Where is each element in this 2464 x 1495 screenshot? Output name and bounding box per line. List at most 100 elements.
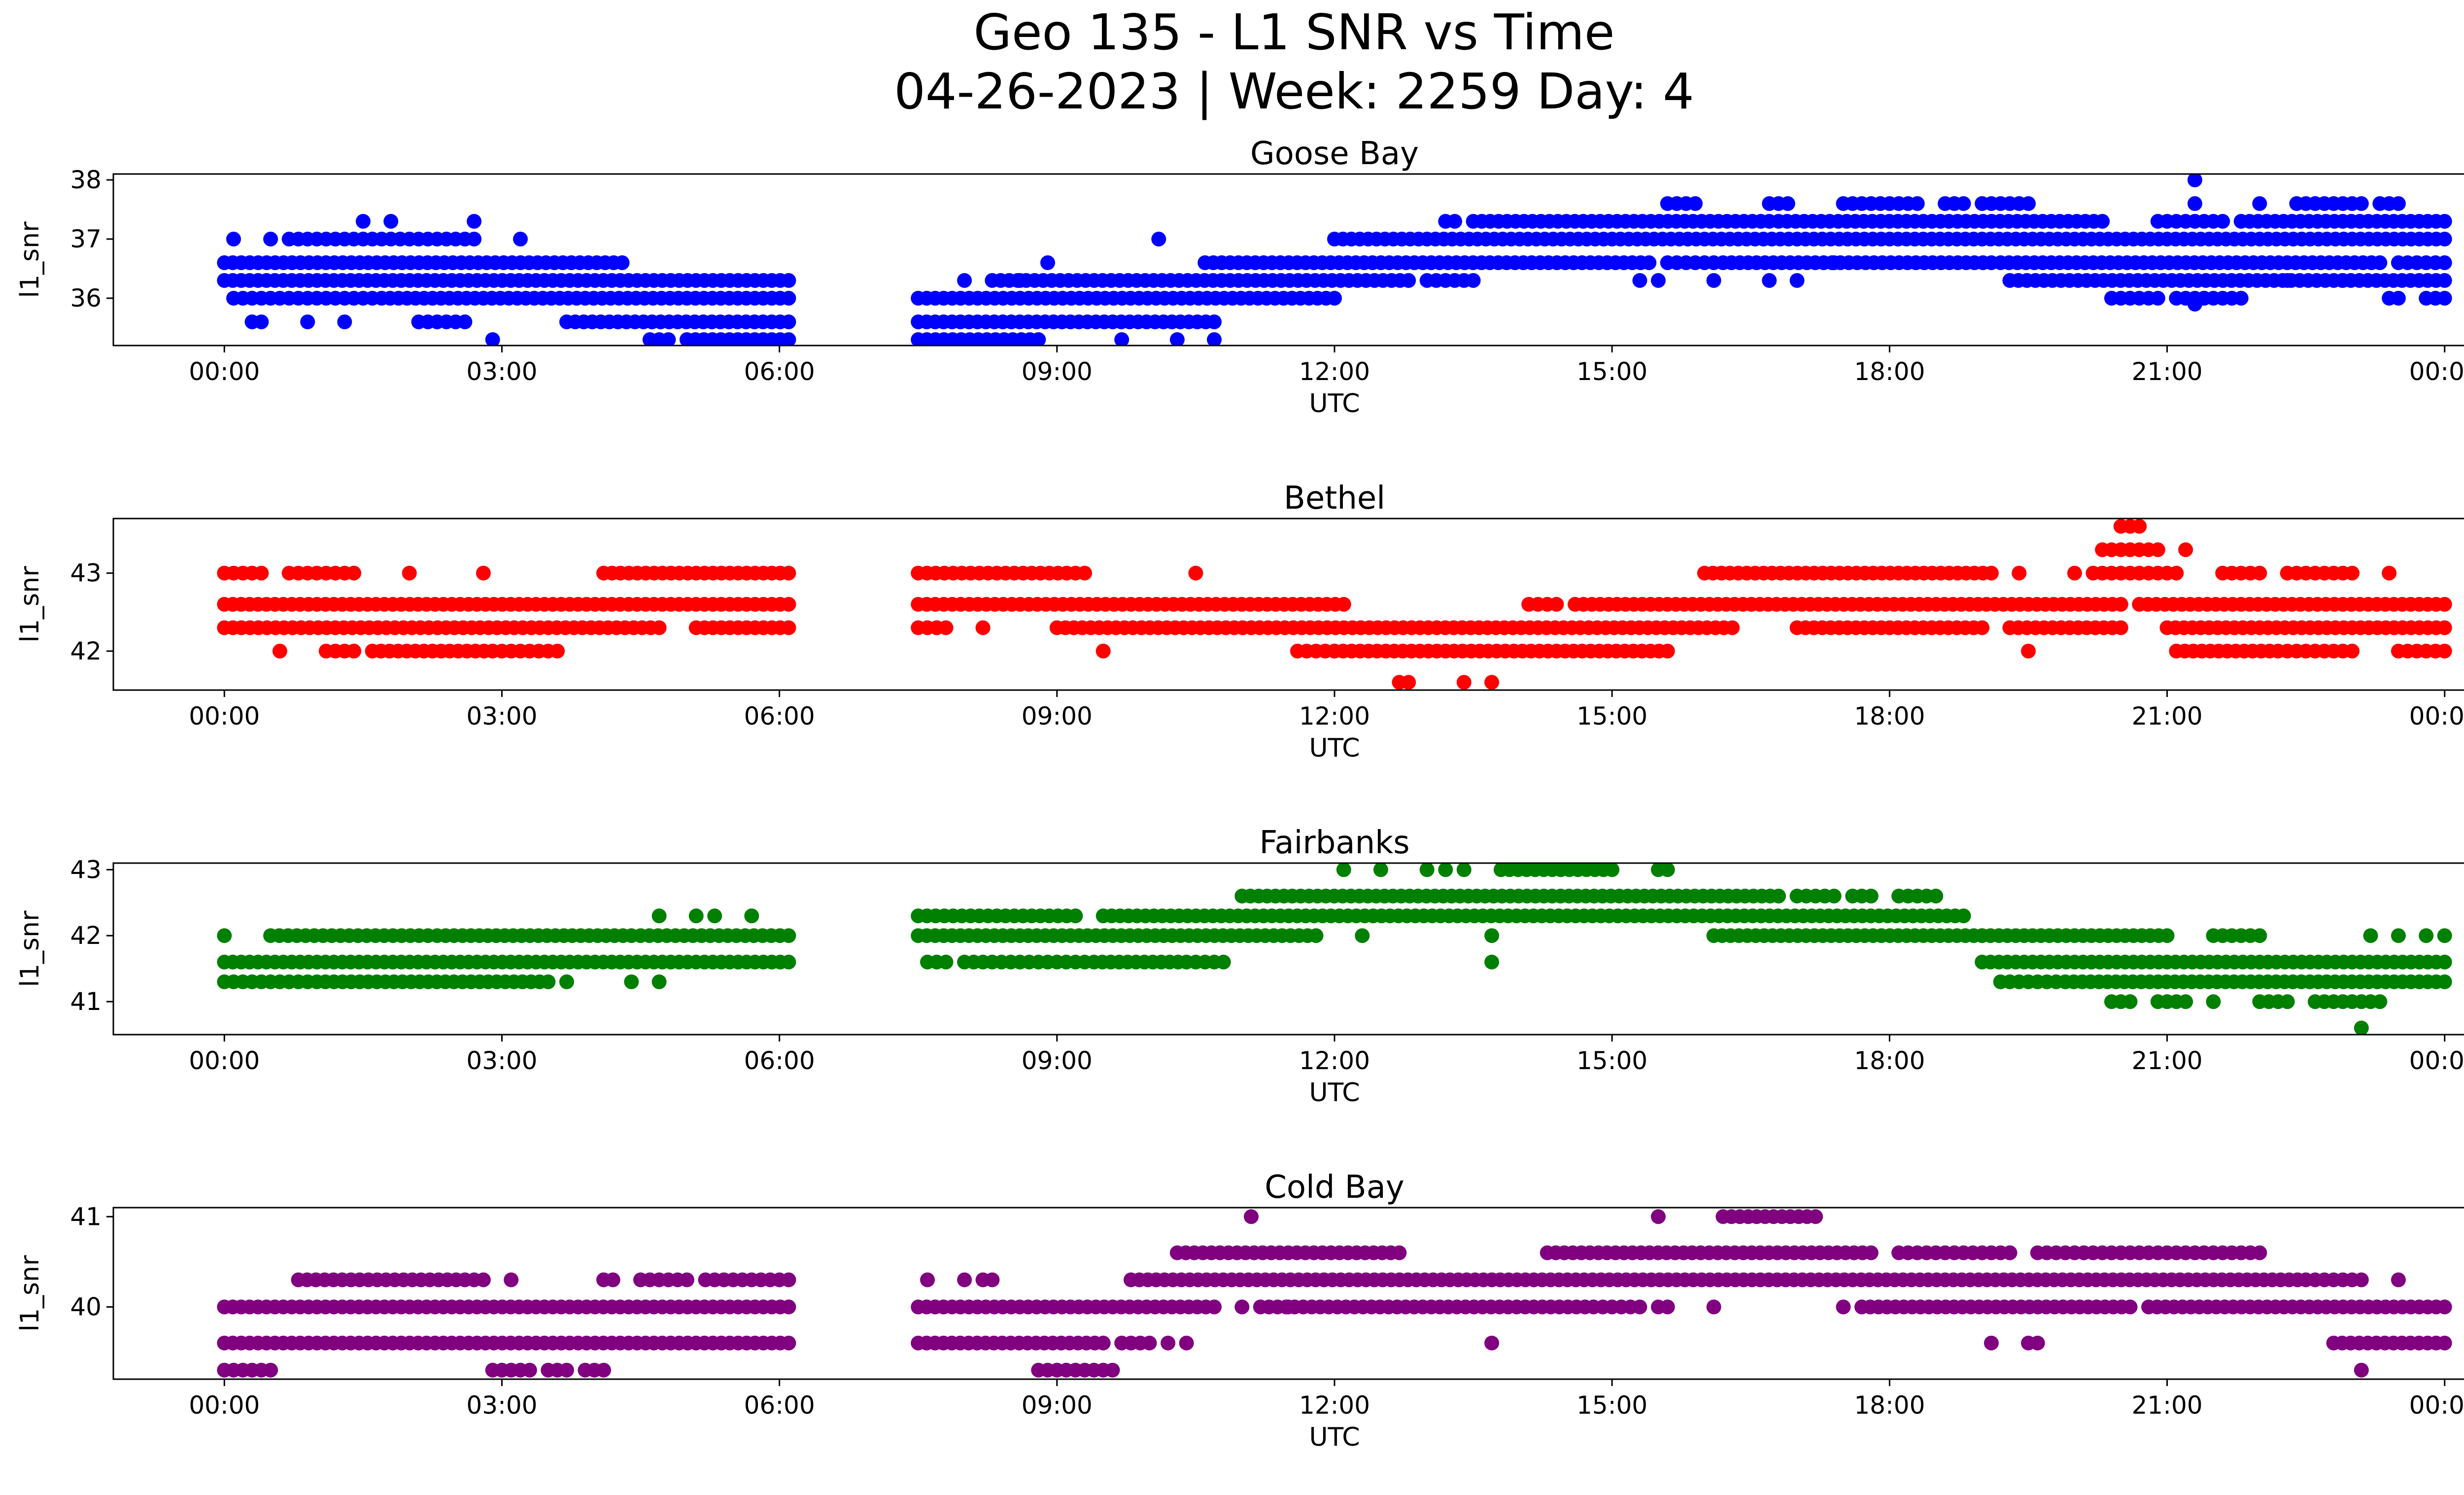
data-point — [2187, 196, 2202, 211]
x-tick-label: 15:00 — [1576, 1046, 1647, 1075]
data-point — [2280, 273, 2295, 288]
x-tick-label: 06:00 — [744, 357, 815, 386]
data-point — [2345, 565, 2360, 581]
data-point — [1207, 332, 1222, 346]
data-point — [2030, 1335, 2045, 1351]
data-point — [2252, 928, 2267, 943]
scatter-points — [217, 863, 2452, 1035]
data-point — [651, 620, 667, 635]
data-point — [2215, 214, 2230, 229]
data-point — [781, 273, 796, 288]
data-point — [1095, 643, 1111, 659]
x-tick-label: 03:00 — [466, 702, 537, 730]
data-point — [1040, 255, 1055, 270]
scatter-points — [217, 174, 2452, 346]
data-point — [1688, 196, 1703, 211]
scatter-points — [217, 519, 2452, 690]
data-point — [504, 1272, 519, 1287]
x-tick-label: 00:00 — [2409, 1391, 2464, 1420]
data-point — [2233, 291, 2249, 306]
data-point — [2196, 291, 2212, 306]
data-point — [1161, 1335, 1176, 1351]
data-point — [596, 1362, 611, 1378]
data-point — [2021, 196, 2036, 211]
data-point — [541, 974, 556, 989]
data-point — [2437, 928, 2452, 943]
data-point — [1789, 273, 1805, 288]
data-point — [1114, 332, 1129, 346]
y-axis-label: l1_snr — [15, 566, 45, 643]
data-point — [1771, 888, 1786, 904]
data-point — [2437, 291, 2452, 306]
data-point — [2021, 643, 2036, 659]
x-tick-label: 00:00 — [2409, 357, 2464, 386]
data-point — [254, 314, 269, 329]
data-point — [661, 332, 676, 346]
data-point — [1780, 196, 1795, 211]
y-tick-label: 37 — [70, 225, 102, 253]
data-point — [2354, 1272, 2369, 1287]
x-tick-label: 09:00 — [1022, 1391, 1093, 1420]
data-point — [485, 332, 500, 346]
data-point — [1447, 214, 1462, 229]
panels: Goose Bay 00:00 03:00 06:00 09:00 12:00 15:00 1… — [15, 136, 2464, 1452]
data-point — [513, 232, 528, 246]
data-point — [2252, 565, 2267, 581]
data-point — [2391, 1272, 2406, 1287]
data-point — [2391, 291, 2406, 306]
data-point — [2437, 1299, 2452, 1315]
chart-title: Goose Bay — [1250, 136, 1419, 172]
y-axis-label: l1_snr — [15, 910, 45, 987]
data-point — [920, 1272, 935, 1287]
data-point — [2280, 994, 2295, 1009]
data-point — [2419, 928, 2434, 943]
y-tick-label: 41 — [70, 987, 102, 1016]
data-point — [615, 255, 630, 270]
data-point — [1660, 1299, 1675, 1315]
data-point — [2067, 565, 2082, 581]
data-point — [1438, 863, 1453, 877]
data-point — [2335, 273, 2351, 288]
x-tick-label: 09:00 — [1022, 702, 1093, 730]
data-point — [1863, 1245, 1879, 1260]
data-point — [2391, 196, 2406, 211]
data-point — [2178, 994, 2193, 1009]
x-tick-label: 21:00 — [2131, 1046, 2202, 1075]
data-point — [624, 974, 639, 989]
x-tick-label: 12:00 — [1299, 702, 1370, 730]
data-point — [1355, 928, 1370, 943]
y-tick-label: 38 — [70, 166, 102, 194]
data-point — [929, 620, 944, 635]
data-point — [1012, 273, 1027, 288]
data-point — [346, 643, 362, 659]
data-point — [1762, 273, 1777, 288]
x-tick-label: 21:00 — [2131, 702, 2202, 730]
data-point — [355, 214, 371, 229]
data-point — [1244, 1209, 1259, 1224]
data-point — [2437, 620, 2452, 635]
x-tick-label: 00:00 — [189, 357, 260, 386]
x-tick-label: 00:00 — [2409, 1046, 2464, 1075]
x-tick-label: 09:00 — [1022, 357, 1093, 386]
data-point — [1179, 1335, 1194, 1351]
x-tick-label: 12:00 — [1299, 1391, 1370, 1420]
data-point — [1484, 675, 1500, 690]
data-point — [1484, 928, 1500, 943]
x-tick-label: 21:00 — [2131, 1391, 2202, 1420]
data-point — [1336, 597, 1351, 612]
data-point — [476, 565, 491, 581]
data-point — [1984, 1335, 1999, 1351]
data-point — [1281, 1299, 1296, 1315]
x-tick-label: 06:00 — [744, 1046, 815, 1075]
data-point — [651, 974, 667, 989]
data-point — [1401, 675, 1416, 690]
x-axis-label: UTC — [1309, 733, 1360, 763]
data-point — [2354, 196, 2369, 211]
data-point — [2354, 1020, 2369, 1035]
chart-panel-3: Cold Bay 00:00 03:00 06:00 09:00 12:00 15:00 18… — [15, 1169, 2464, 1452]
data-point — [1956, 196, 1971, 211]
y-tick-label: 43 — [70, 559, 102, 588]
data-point — [272, 643, 287, 659]
data-point — [1632, 1299, 1647, 1315]
chart-title: Cold Bay — [1265, 1169, 1404, 1206]
